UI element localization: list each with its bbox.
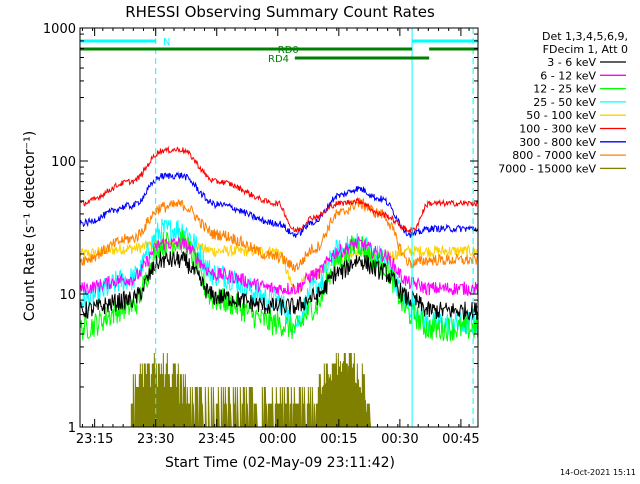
series-3-6-kev xyxy=(80,250,478,321)
series-100-300-kev xyxy=(80,145,478,234)
x-tick-label: 00:15 xyxy=(320,432,357,447)
x-tick-label: 23:30 xyxy=(137,432,174,447)
legend-entry-label: 6 - 12 keV xyxy=(540,69,596,82)
y-tick-label: 1000 xyxy=(43,22,76,37)
legend-entry-label: 12 - 25 keV xyxy=(533,83,596,96)
series-line xyxy=(80,145,478,234)
timestamp: 14-Oct-2021 15:11 xyxy=(560,468,636,477)
y-axis-label: Count Rate (s⁻¹ detector⁻¹) xyxy=(22,131,38,321)
series-50-100-kev xyxy=(80,237,478,295)
legend-entry-label: 50 - 100 keV xyxy=(526,109,596,122)
series-line xyxy=(80,229,478,342)
x-tick-label: 23:45 xyxy=(198,432,235,447)
series-12-25-kev xyxy=(80,229,478,342)
chart-title: RHESSI Observing Summary Count Rates xyxy=(125,3,435,21)
y-tick-label: 100 xyxy=(51,155,76,170)
series-7000-15000-kev xyxy=(130,352,371,427)
legend-header-line: FDecim 1, Att 0 xyxy=(543,43,628,56)
series-line xyxy=(80,197,478,273)
legend-entry-label: 7000 - 15000 keV xyxy=(498,162,596,175)
x-tick-label: 00:00 xyxy=(259,432,296,447)
flag-label-rd4: RD4 xyxy=(268,54,289,65)
x-tick-label: 23:15 xyxy=(76,432,113,447)
series-line xyxy=(80,250,478,321)
series-line xyxy=(80,237,478,295)
legend-entry-label: 300 - 800 keV xyxy=(519,136,596,149)
plot-frame xyxy=(79,27,479,428)
y-tick-label: 10 xyxy=(59,288,76,303)
x-tick-label: 00:45 xyxy=(442,432,479,447)
flag-label-n: N xyxy=(163,37,170,48)
legend-entry-label: 800 - 7000 keV xyxy=(512,149,596,162)
series-line xyxy=(80,171,478,238)
series-line xyxy=(80,235,478,297)
flag-label-rd0: RD0 xyxy=(278,45,299,56)
legend-entry-label: 100 - 300 keV xyxy=(519,123,596,136)
series-line-burst-2 xyxy=(314,359,371,427)
x-axis-label: Start Time (02-May-09 23:11:42) xyxy=(165,455,395,471)
y-tick-label: 1 xyxy=(68,421,76,436)
series-6-12-kev xyxy=(80,235,478,297)
legend-entry-label: 25 - 50 keV xyxy=(533,96,596,109)
legend: Det 1,3,4,5,6,9,FDecim 1, Att 03 - 6 keV… xyxy=(498,30,628,175)
series-300-800-kev xyxy=(80,171,478,238)
series-800-7000-kev xyxy=(80,197,478,273)
legend-entry-label: 3 - 6 keV xyxy=(547,56,596,69)
x-tick-label: 00:30 xyxy=(381,432,418,447)
legend-header-line: Det 1,3,4,5,6,9, xyxy=(542,30,628,43)
